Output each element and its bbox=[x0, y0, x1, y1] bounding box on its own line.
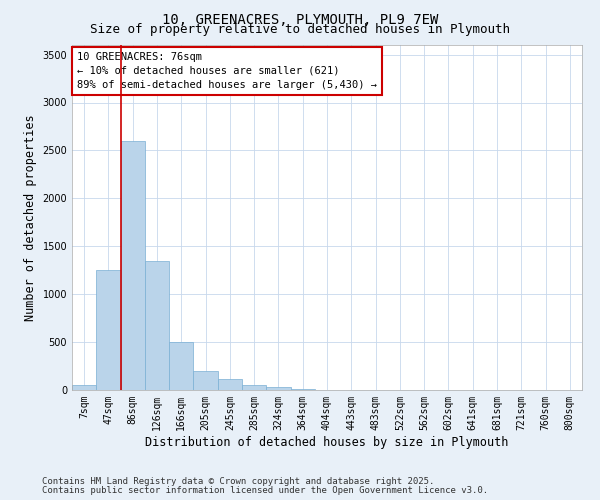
Text: Contains public sector information licensed under the Open Government Licence v3: Contains public sector information licen… bbox=[42, 486, 488, 495]
Text: 10, GREENACRES, PLYMOUTH, PL9 7EW: 10, GREENACRES, PLYMOUTH, PL9 7EW bbox=[162, 12, 438, 26]
Bar bbox=[218, 379, 242, 390]
Text: Contains HM Land Registry data © Crown copyright and database right 2025.: Contains HM Land Registry data © Crown c… bbox=[42, 477, 434, 486]
Bar bbox=[266, 387, 290, 390]
Bar bbox=[145, 260, 169, 390]
Y-axis label: Number of detached properties: Number of detached properties bbox=[24, 114, 37, 321]
Bar bbox=[193, 371, 218, 390]
Bar bbox=[242, 385, 266, 390]
Bar bbox=[72, 385, 96, 390]
X-axis label: Distribution of detached houses by size in Plymouth: Distribution of detached houses by size … bbox=[145, 436, 509, 448]
Bar bbox=[96, 270, 121, 390]
Text: Size of property relative to detached houses in Plymouth: Size of property relative to detached ho… bbox=[90, 22, 510, 36]
Bar bbox=[290, 389, 315, 390]
Bar bbox=[169, 342, 193, 390]
Text: 10 GREENACRES: 76sqm
← 10% of detached houses are smaller (621)
89% of semi-deta: 10 GREENACRES: 76sqm ← 10% of detached h… bbox=[77, 52, 377, 90]
Bar bbox=[121, 141, 145, 390]
